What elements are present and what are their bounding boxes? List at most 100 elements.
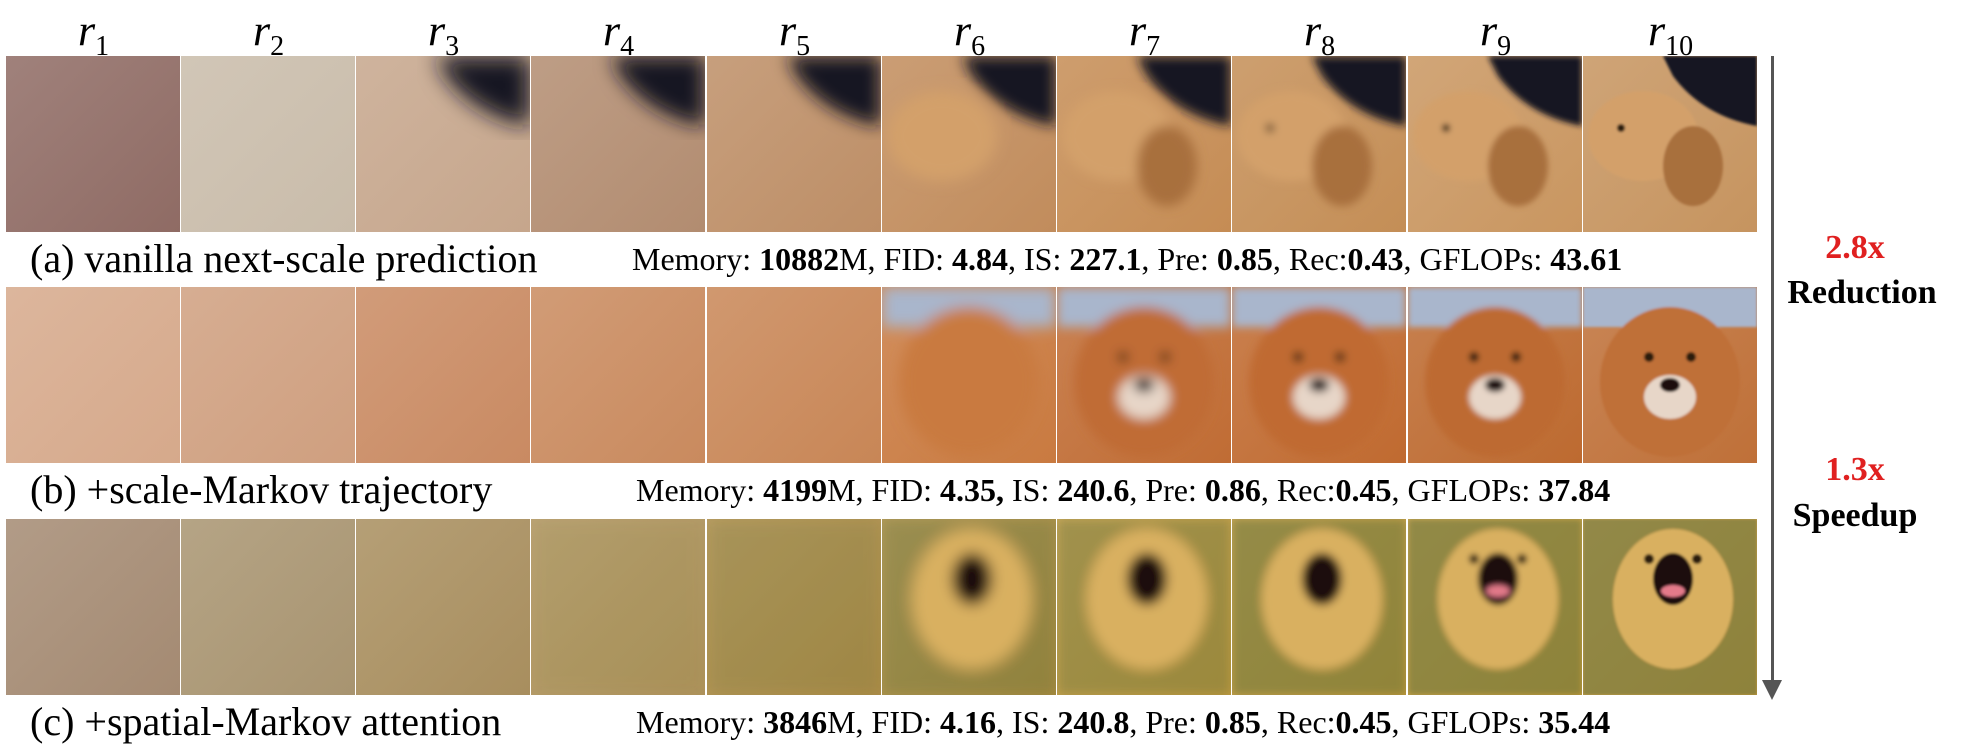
column-header-index: 8 xyxy=(1321,30,1336,62)
generated-image-r3 xyxy=(356,287,530,463)
memory-unit: M xyxy=(827,472,856,508)
metric-label: , Pre: xyxy=(1129,472,1205,508)
metric-label: IS: xyxy=(1004,472,1058,508)
generated-image-r9 xyxy=(1408,519,1582,695)
generated-image-r7 xyxy=(1057,519,1231,695)
precision-value: 0.85 xyxy=(1204,704,1261,740)
memory-unit: M xyxy=(827,704,856,740)
reduction-label: Reduction xyxy=(1787,274,1937,311)
metric-label: , Rec: xyxy=(1272,241,1348,277)
metric-label: Memory: xyxy=(636,704,764,740)
column-header-r10: r10 xyxy=(1583,6,1758,62)
arrow-down-icon xyxy=(1762,680,1782,700)
memory-value: 3846 xyxy=(763,704,828,740)
column-header-r9: r9 xyxy=(1408,6,1583,62)
generated-image-r3 xyxy=(356,56,530,232)
generated-image-r8 xyxy=(1232,287,1406,463)
generated-image-r2 xyxy=(181,287,355,463)
metric-label: , IS: xyxy=(1008,241,1070,277)
column-header-index: 3 xyxy=(445,30,460,62)
column-header-symbol: r xyxy=(953,6,972,55)
column-header-r6: r6 xyxy=(882,6,1057,62)
recall-value: 0.45 xyxy=(1335,704,1392,740)
column-header-symbol: r xyxy=(427,6,446,55)
generated-image-r5 xyxy=(707,56,881,232)
generated-image-r2 xyxy=(181,519,355,695)
generated-image-r6 xyxy=(882,519,1056,695)
metric-label: , Pre: xyxy=(1129,704,1205,740)
generated-image-r1 xyxy=(6,287,180,463)
generated-image-r9 xyxy=(1408,287,1582,463)
gflops-value: 37.84 xyxy=(1538,472,1611,508)
generated-image-r8 xyxy=(1232,519,1406,695)
metrics-row-b: Memory: 4199M, FID: 4.35, IS: 240.6, Pre… xyxy=(636,468,1610,512)
precision-value: 0.86 xyxy=(1204,472,1261,508)
generated-image-r5 xyxy=(707,519,881,695)
memory-value: 10882 xyxy=(759,241,840,277)
column-header-index: 9 xyxy=(1497,30,1512,62)
generated-image-r6 xyxy=(882,287,1056,463)
generated-image-r7 xyxy=(1057,56,1231,232)
generated-image-r3 xyxy=(356,519,530,695)
column-header-r1: r1 xyxy=(6,6,181,62)
generated-image-r7 xyxy=(1057,287,1231,463)
caption-row-b: (b) +scale-Markov trajectory xyxy=(30,467,493,512)
column-header-r5: r5 xyxy=(707,6,882,62)
caption-row-c: (c) +spatial-Markov attention xyxy=(30,699,502,744)
column-header-symbol: r xyxy=(1303,6,1322,55)
gflops-value: 35.44 xyxy=(1538,704,1611,740)
column-header-index: 4 xyxy=(620,30,635,62)
metric-label: , GFLOPs: xyxy=(1391,704,1539,740)
gflops-value: 43.61 xyxy=(1550,241,1623,277)
metrics-row-c: Memory: 3846M, FID: 4.16, IS: 240.8, Pre… xyxy=(636,700,1610,744)
column-header-index: 5 xyxy=(796,30,811,62)
column-header-symbol: r xyxy=(252,6,271,55)
generated-image-r10 xyxy=(1583,519,1757,695)
metric-label: , Rec: xyxy=(1260,472,1336,508)
column-header-r4: r4 xyxy=(531,6,706,62)
generated-image-r4 xyxy=(531,56,705,232)
column-header-index: 7 xyxy=(1146,30,1161,62)
column-header-r2: r2 xyxy=(181,6,356,62)
fid-value: 4.84 xyxy=(952,241,1008,277)
is-value: 227.1 xyxy=(1069,241,1142,277)
speedup-label: Speedup xyxy=(1792,497,1918,534)
generated-image-r10 xyxy=(1583,287,1757,463)
metric-label: , GFLOPs: xyxy=(1391,472,1539,508)
metrics-row-a: Memory: 10882M, FID: 4.84, IS: 227.1, Pr… xyxy=(632,237,1622,281)
fid-value: 4.35, xyxy=(940,472,1004,508)
generated-image-r1 xyxy=(6,56,180,232)
generated-image-r9 xyxy=(1408,56,1582,232)
image-row-scale-markov xyxy=(6,287,1759,463)
generated-image-r5 xyxy=(707,287,881,463)
metric-label: , Rec: xyxy=(1260,704,1336,740)
metric-label: , FID: xyxy=(855,704,940,740)
column-header-r3: r3 xyxy=(356,6,531,62)
metric-label: , GFLOPs: xyxy=(1403,241,1551,277)
caption-row-a: (a) vanilla next-scale prediction xyxy=(30,236,538,281)
speedup-value: 1.3x xyxy=(1825,451,1885,488)
generated-image-r8 xyxy=(1232,56,1406,232)
image-row-spatial-markov xyxy=(6,519,1759,695)
generated-image-r4 xyxy=(531,287,705,463)
generated-image-r2 xyxy=(181,56,355,232)
image-row-vanilla xyxy=(6,56,1759,232)
column-header-index: 2 xyxy=(270,30,285,62)
memory-value: 4199 xyxy=(763,472,828,508)
precision-value: 0.85 xyxy=(1216,241,1273,277)
generated-image-r10 xyxy=(1583,56,1757,232)
column-header-symbol: r xyxy=(1479,6,1498,55)
column-header-symbol: r xyxy=(1647,6,1666,55)
column-header-r7: r7 xyxy=(1057,6,1232,62)
column-header-index: 6 xyxy=(971,30,986,62)
progress-arrow-shaft xyxy=(1771,56,1774,682)
metric-label: , FID: xyxy=(855,472,940,508)
generated-image-r1 xyxy=(6,519,180,695)
column-header-symbol: r xyxy=(778,6,797,55)
column-header-symbol: r xyxy=(602,6,621,55)
reduction-value: 2.8x xyxy=(1825,229,1885,266)
is-value: 240.6 xyxy=(1057,472,1130,508)
is-value: 240.8 xyxy=(1057,704,1130,740)
metric-label: , Pre: xyxy=(1141,241,1217,277)
recall-value: 0.45 xyxy=(1335,472,1392,508)
